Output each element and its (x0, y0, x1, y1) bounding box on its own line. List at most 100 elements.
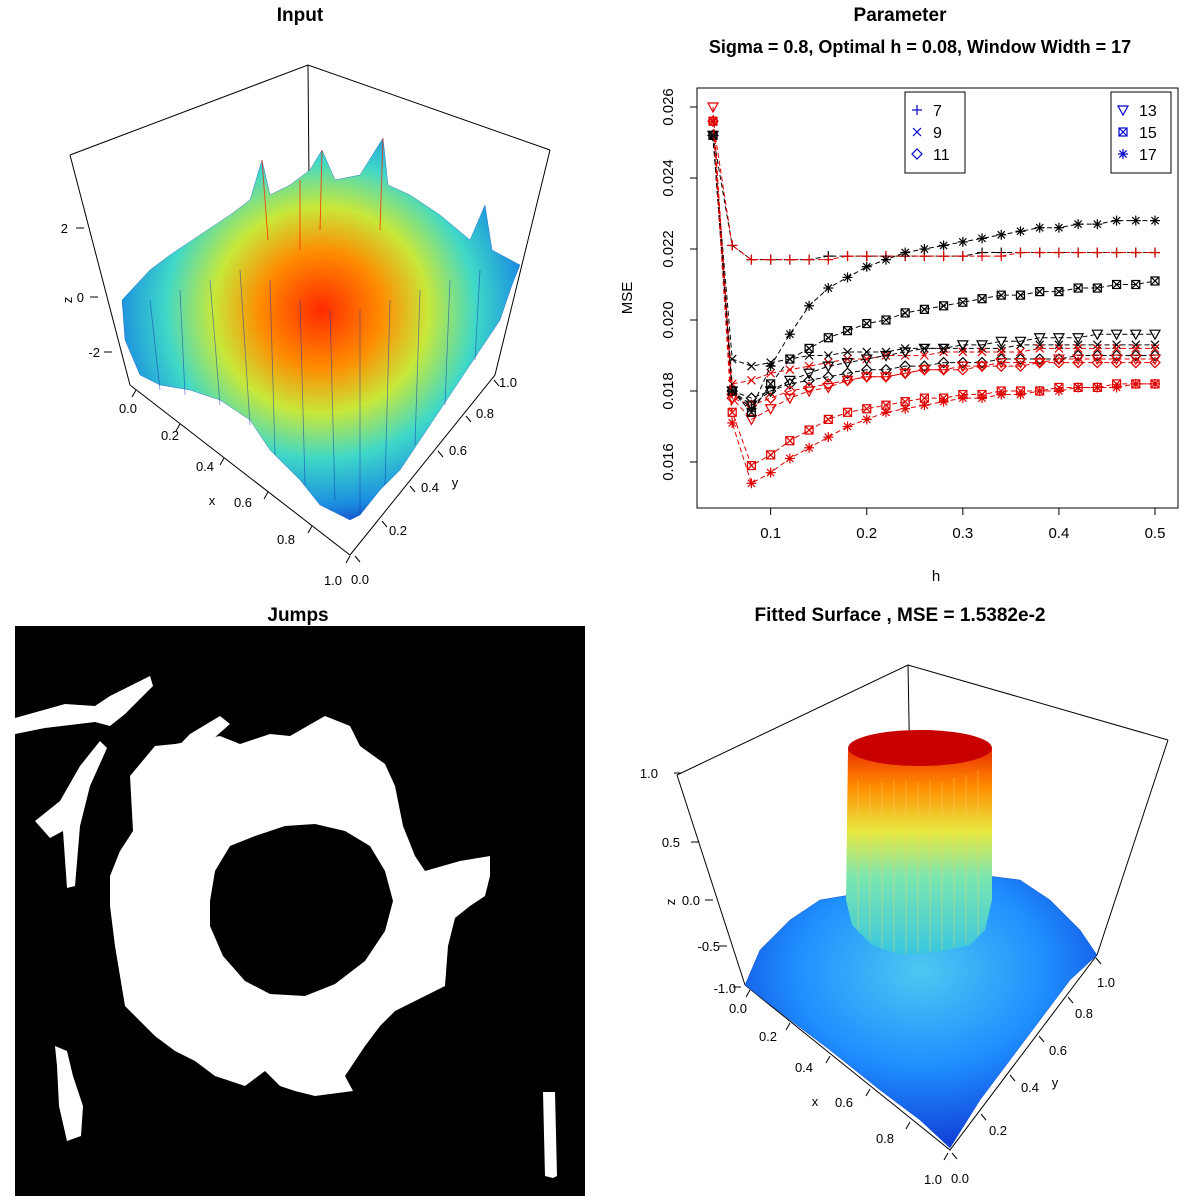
data-point (1014, 360, 1027, 372)
data-point (1111, 247, 1122, 258)
data-point (1052, 333, 1065, 344)
fitted-x-tick: 0.4 (795, 1060, 813, 1075)
data-point (822, 382, 835, 394)
data-point (977, 294, 987, 304)
mse-y-axis-label: MSE (619, 282, 636, 315)
data-point (747, 375, 756, 385)
data-point (803, 374, 815, 387)
data-point (727, 417, 738, 428)
data-point (1110, 356, 1123, 369)
data-point (708, 116, 718, 127)
data-point (1053, 247, 1064, 258)
data-point (1054, 287, 1064, 297)
fitted-column-top (848, 730, 992, 766)
data-point (784, 453, 795, 464)
fitted-base-surface (744, 874, 1098, 1149)
data-point (823, 414, 833, 424)
data-point (1131, 340, 1141, 350)
data-point (956, 363, 969, 376)
data-point (880, 407, 891, 418)
data-point (938, 240, 949, 251)
data-point (919, 400, 930, 411)
input-y-tick: 0.0 (351, 572, 369, 587)
data-point (1034, 386, 1045, 396)
input-noisy-surface (121, 137, 521, 521)
data-point (996, 343, 1006, 353)
data-point (1150, 276, 1160, 286)
series-15-black (708, 130, 1160, 417)
data-point (764, 386, 777, 398)
fitted-x-tick: 0.0 (729, 1001, 747, 1016)
fitted-y-tick: 0.0 (951, 1171, 969, 1186)
data-point (803, 386, 816, 398)
data-point (957, 251, 968, 262)
data-point (1073, 343, 1083, 353)
data-point (1053, 356, 1065, 369)
data-point (956, 356, 969, 369)
data-point (1129, 329, 1142, 341)
x-tick-label: 0.5 (1145, 525, 1166, 542)
fitted-x-tick: 0.8 (876, 1131, 894, 1146)
data-point (1092, 283, 1102, 293)
fitted-x-tick: 1.0 (924, 1172, 942, 1187)
data-point (1130, 247, 1141, 258)
data-point (841, 367, 854, 380)
data-point (1092, 343, 1102, 353)
legend-label: 13 (1139, 103, 1157, 120)
data-point (1110, 354, 1123, 366)
data-point (1091, 356, 1104, 369)
data-point (1092, 247, 1103, 258)
data-point (746, 478, 757, 489)
data-point (1034, 222, 1045, 233)
data-point (822, 370, 835, 383)
data-point (1015, 389, 1026, 400)
data-point (900, 403, 911, 414)
data-point (977, 393, 988, 404)
data-point (1035, 340, 1045, 350)
data-point (861, 261, 872, 272)
data-point (976, 340, 989, 352)
data-point (996, 290, 1006, 300)
data-point (1150, 247, 1160, 258)
data-point (995, 358, 1008, 369)
mse-x-axis-label: h (932, 568, 940, 585)
data-point (842, 407, 853, 417)
data-point (1130, 378, 1141, 389)
data-point (746, 254, 757, 265)
data-point (804, 425, 814, 435)
y-tick-label: 0.022 (660, 230, 677, 268)
data-point (843, 347, 852, 357)
input-surface-plot: 2 0 -2 z 0.0 0.2 0.4 0.6 0.8 1.0 x 0.0 0… (60, 64, 551, 588)
data-point (1148, 329, 1162, 341)
data-point (956, 340, 969, 352)
data-point (957, 236, 968, 247)
data-point (1034, 247, 1045, 258)
data-point (862, 318, 872, 329)
data-point (976, 361, 989, 373)
parameter-chart-subtitle: Sigma = 0.8, Optimal h = 0.08, Window Wi… (708, 37, 1132, 57)
data-point (1035, 287, 1045, 297)
data-point (803, 381, 815, 394)
input-x-tick: 0.6 (234, 495, 252, 510)
y-tick-label: 0.026 (660, 88, 677, 126)
mse-legend-left: 7 9 11 (904, 91, 966, 174)
data-point (1073, 247, 1084, 258)
input-panel-title: Input (276, 5, 324, 26)
data-point (1072, 333, 1085, 344)
data-point (1054, 343, 1064, 353)
data-point (842, 326, 853, 336)
data-point (727, 240, 738, 251)
data-point (783, 393, 796, 405)
data-point (842, 272, 853, 283)
data-point (1129, 349, 1142, 362)
parameter-chart-title: Parameter (853, 5, 947, 26)
x-tick-label: 0.3 (952, 525, 973, 542)
data-point (996, 251, 1007, 262)
series-9-red (708, 116, 1160, 389)
series-7-red (708, 116, 1160, 265)
legend-label: 11 (933, 147, 950, 164)
data-point (784, 254, 795, 265)
mse-legend-right: 13 15 17 (1110, 91, 1172, 174)
data-point (784, 385, 796, 397)
data-point (804, 254, 815, 265)
